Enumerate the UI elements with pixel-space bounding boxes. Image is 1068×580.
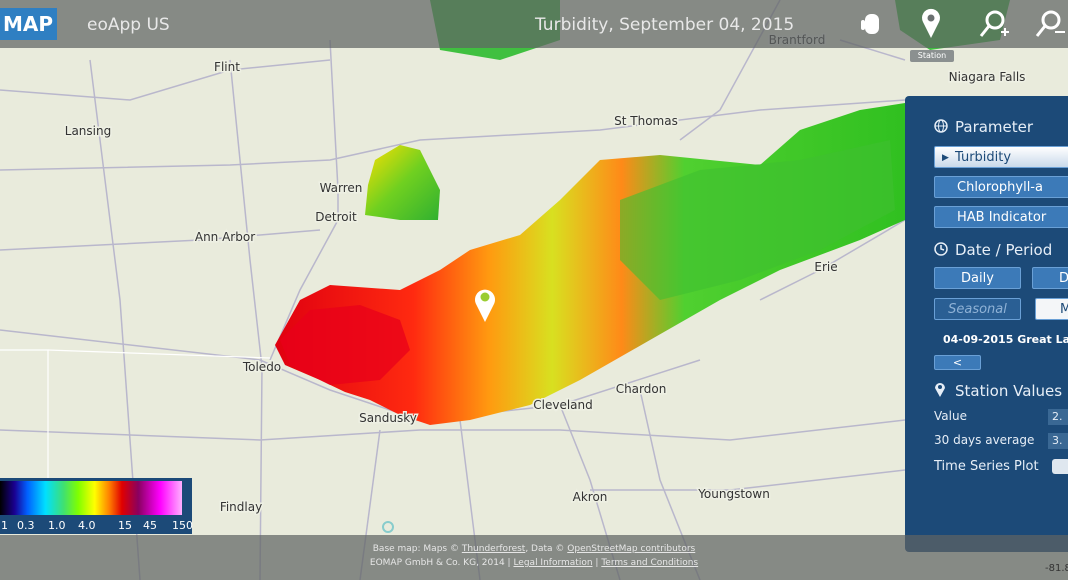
place-label: Erie	[814, 260, 837, 274]
color-scale	[0, 481, 182, 515]
legend-label: 150	[172, 519, 193, 532]
clock-icon	[934, 242, 948, 256]
terms-link[interactable]: Terms and Conditions	[601, 558, 699, 568]
lake-st-clair	[365, 145, 440, 220]
place-label: St Thomas	[614, 114, 678, 128]
zoom-in-tool[interactable]	[979, 10, 1009, 37]
time-series-label: Time Series Plot	[934, 459, 1039, 474]
date-heading: Date / Period	[955, 241, 1053, 259]
legend-label: 4.0	[78, 519, 96, 532]
thunderforest-link[interactable]: Thunderforest	[461, 544, 526, 554]
period-button-active[interactable]: M	[1035, 298, 1068, 320]
toolbar	[861, 8, 1065, 39]
poi	[382, 521, 394, 533]
attribution-text: Base map: Maps ©	[372, 544, 462, 554]
place-label: Youngstown	[697, 487, 770, 501]
station-tool[interactable]	[922, 8, 940, 39]
legal-line: EOMAP GmbH & Co. KG, 2014 | Legal Inform…	[0, 558, 1068, 568]
time-series-toggle[interactable]	[1052, 459, 1068, 474]
attribution-text: , Data ©	[525, 544, 568, 554]
legal-link[interactable]: Legal Information	[513, 558, 593, 568]
control-panel: Parameter ▶ Turbidity Chlorophyll-a HAB I…	[905, 96, 1068, 552]
footer-bar: Base map: Maps © Thunderforest, Data © O…	[0, 535, 1068, 580]
legend-label: 1.0	[48, 519, 66, 532]
period-button[interactable]: D	[1032, 267, 1068, 289]
borders	[0, 349, 271, 520]
station-marker[interactable]	[475, 289, 495, 322]
back-button[interactable]: <	[934, 355, 981, 370]
parameter-button-selected[interactable]: ▶ Turbidity	[934, 146, 1068, 168]
app-name: eoApp US	[87, 15, 170, 35]
legend-label: 1	[1, 519, 8, 532]
value-label: Value	[934, 409, 967, 423]
place-label: Niagara Falls	[949, 70, 1026, 84]
separator: |	[592, 558, 602, 568]
header-bar: MAP eoApp US Turbidity, September 04, 20…	[0, 0, 1068, 48]
place-label: Chardon	[616, 382, 667, 396]
station-heading: Station Values	[955, 382, 1063, 400]
place-label: Detroit	[315, 210, 357, 224]
color-legend: 1 0.3 1.0 4.0 15 45 150	[0, 478, 193, 534]
average-box: 3.	[1048, 433, 1068, 449]
place-label: Warren	[320, 181, 363, 195]
company-text: EOMAP GmbH & Co. KG, 2014 |	[369, 558, 514, 568]
place-label: Cleveland	[533, 398, 593, 412]
place-label: Sandusky	[359, 411, 417, 425]
date-label: 04-09-2015 Great Lakes	[943, 333, 1068, 346]
parameter-heading: Parameter	[955, 118, 1034, 136]
value-box: 2.	[1048, 409, 1068, 425]
green-core	[620, 140, 895, 300]
parameter-button[interactable]: HAB Indicator	[934, 206, 1068, 228]
legend-label: 0.3	[17, 519, 35, 532]
place-label: Ann Arbor	[195, 230, 255, 244]
period-button[interactable]: Daily	[934, 267, 1021, 289]
pan-tool[interactable]	[861, 14, 879, 34]
tool-tooltip: Station	[910, 50, 954, 62]
osm-link[interactable]: OpenStreetMap contributors	[567, 544, 696, 554]
pin-icon	[935, 383, 945, 397]
place-label: Akron	[573, 490, 608, 504]
red-core	[280, 305, 410, 385]
place-label: Flint	[214, 60, 240, 74]
map-title: Turbidity, September 04, 2015	[535, 15, 795, 35]
zoom-out-tool[interactable]	[1035, 10, 1065, 37]
coordinate: -81.8	[1045, 563, 1068, 574]
period-button-disabled[interactable]: Seasonal	[934, 298, 1021, 320]
place-label: Toledo	[242, 360, 281, 374]
globe-icon	[934, 119, 948, 133]
average-label: 30 days average	[934, 433, 1035, 447]
legend-label: 15	[118, 519, 132, 532]
legend-label: 45	[143, 519, 157, 532]
place-label: Lansing	[65, 124, 111, 138]
logo[interactable]: MAP	[0, 8, 57, 40]
parameter-label: Turbidity	[955, 150, 1012, 165]
attribution: Base map: Maps © Thunderforest, Data © O…	[0, 544, 1068, 554]
parameter-button[interactable]: Chlorophyll-a	[934, 176, 1068, 198]
place-label: Findlay	[220, 500, 262, 514]
